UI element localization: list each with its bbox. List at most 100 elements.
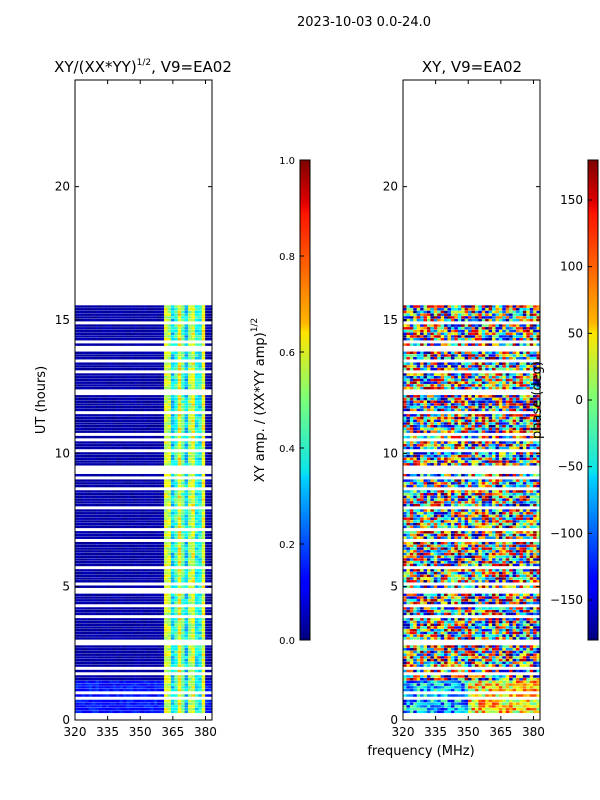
heatmap-cell — [85, 305, 89, 308]
heatmap-cell — [181, 664, 185, 667]
heatmap-cell — [122, 683, 127, 686]
heatmap-cell — [85, 653, 89, 656]
heatmap-cell — [143, 479, 148, 482]
heatmap-cell — [109, 460, 113, 463]
heatmap-cell — [208, 405, 213, 409]
heatmap-cell — [146, 563, 151, 567]
heatmap-cell — [119, 343, 124, 346]
heatmap-cell — [450, 318, 455, 322]
heatmap-cell — [112, 381, 117, 384]
heatmap-cell — [140, 645, 144, 648]
heatmap-cell — [160, 563, 165, 567]
heatmap-cell — [157, 400, 161, 403]
heatmap-cell — [177, 599, 182, 602]
heatmap-cell — [88, 547, 93, 550]
heatmap-cell — [75, 699, 79, 703]
heatmap-cell — [188, 495, 192, 499]
heatmap-cell — [160, 694, 165, 697]
heatmap-cell — [119, 541, 124, 545]
heatmap-cell — [181, 463, 185, 466]
heatmap-cell — [174, 680, 179, 684]
heatmap-cell — [188, 585, 192, 588]
heatmap-cell — [88, 422, 93, 425]
heatmap-cell — [194, 403, 199, 406]
heatmap-cell — [88, 609, 93, 613]
heatmap-cell — [126, 408, 131, 412]
heatmap-cell — [143, 335, 148, 338]
heatmap-cell — [457, 316, 462, 319]
heatmap-cell — [133, 386, 137, 390]
heatmap-cell — [95, 473, 100, 477]
heatmap-cell — [188, 386, 192, 390]
heatmap-cell — [174, 525, 179, 529]
heatmap-cell — [188, 354, 192, 357]
heatmap-cell — [81, 552, 86, 556]
heatmap-cell — [140, 457, 144, 461]
heatmap-cell — [191, 577, 196, 580]
heatmap-cell — [184, 688, 189, 692]
heatmap-cell — [140, 308, 144, 311]
heatmap-cell — [126, 493, 131, 496]
heatmap-cell — [157, 561, 161, 564]
heatmap-cell — [112, 419, 117, 423]
heatmap-cell — [177, 400, 182, 403]
heatmap-cell — [122, 463, 127, 466]
heatmap-cell — [102, 419, 107, 423]
heatmap-cell — [75, 683, 79, 686]
heatmap-cell — [88, 533, 93, 537]
heatmap-cell — [112, 503, 117, 507]
heatmap-cell — [177, 498, 182, 501]
heatmap-cell — [208, 313, 213, 316]
heatmap-cell — [109, 686, 113, 689]
heatmap-cell — [153, 555, 158, 559]
heatmap-cell — [122, 550, 127, 553]
heatmap-cell — [181, 580, 185, 583]
heatmap-cell — [109, 400, 113, 403]
heatmap-cell — [153, 384, 158, 387]
heatmap-cell — [133, 680, 137, 684]
heatmap-cell — [153, 620, 158, 624]
heatmap-cell — [119, 354, 124, 357]
heatmap-cell — [133, 441, 137, 444]
heatmap-cell — [122, 544, 127, 548]
heatmap-cell — [122, 397, 127, 401]
heatmap-cell — [85, 522, 89, 526]
heatmap-cell — [133, 593, 137, 597]
heatmap-cell — [122, 645, 127, 648]
heatmap-cell — [198, 422, 203, 425]
heatmap-cell — [205, 378, 209, 382]
heatmap-cell — [75, 688, 79, 692]
heatmap-cell — [160, 457, 165, 461]
heatmap-cell — [102, 541, 107, 545]
heatmap-cell — [184, 629, 189, 632]
heatmap-cell — [92, 699, 96, 703]
heatmap-cell — [153, 343, 158, 346]
heatmap-cell — [502, 313, 507, 316]
heatmap-cell — [150, 680, 155, 684]
heatmap-cell — [153, 675, 158, 678]
heatmap-cell — [140, 327, 144, 330]
heatmap-cell — [177, 536, 182, 539]
heatmap-cell — [92, 386, 96, 390]
heatmap-cell — [102, 414, 107, 417]
heatmap-cell — [88, 552, 93, 556]
heatmap-cell — [153, 607, 158, 610]
heatmap-cell — [188, 378, 192, 382]
heatmap-cell — [437, 305, 441, 308]
heatmap-cell — [81, 656, 86, 659]
heatmap-cell — [109, 446, 113, 450]
heatmap-cell — [160, 618, 165, 621]
heatmap-cell — [188, 702, 192, 705]
heatmap-cell — [150, 327, 155, 330]
heatmap-cell — [95, 677, 100, 681]
heatmap-cell — [105, 435, 110, 439]
heatmap-cell — [92, 408, 96, 412]
heatmap-cell — [143, 414, 148, 417]
heatmap-cell — [119, 694, 124, 697]
heatmap-cell — [164, 623, 168, 627]
heatmap-cell — [160, 422, 165, 425]
heatmap-cell — [194, 425, 199, 428]
heatmap-cell — [188, 569, 192, 572]
heatmap-cell — [85, 444, 89, 447]
heatmap-cell — [105, 473, 110, 477]
